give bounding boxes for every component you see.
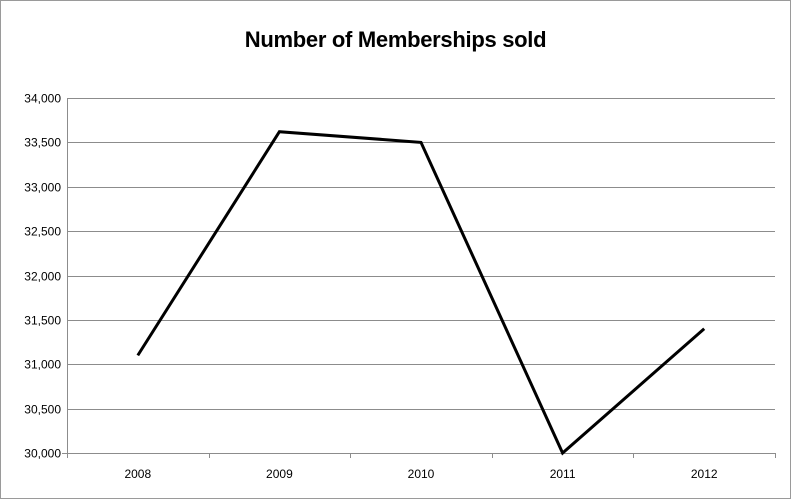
- x-tick-label: 2010: [408, 467, 435, 481]
- x-tick-label: 2009: [266, 467, 293, 481]
- chart-title: Number of Memberships sold: [244, 27, 547, 52]
- y-tick-label: 34,000: [24, 92, 61, 106]
- y-tick-label: 30,500: [24, 403, 61, 417]
- y-tick-label: 31,000: [24, 358, 61, 372]
- y-tick-label: 32,500: [24, 225, 61, 239]
- y-tick-label: 33,000: [24, 181, 61, 195]
- y-tick-label: 32,000: [24, 270, 61, 284]
- y-tick-label: 30,000: [24, 447, 61, 461]
- x-tick-label: 2011: [550, 467, 576, 481]
- y-tick-label: 31,500: [24, 314, 61, 328]
- series-line: [136, 130, 706, 456]
- x-tick-label: 2008: [124, 467, 151, 481]
- x-tick-label: 2012: [691, 467, 718, 481]
- y-tick-label: 33,500: [24, 136, 61, 150]
